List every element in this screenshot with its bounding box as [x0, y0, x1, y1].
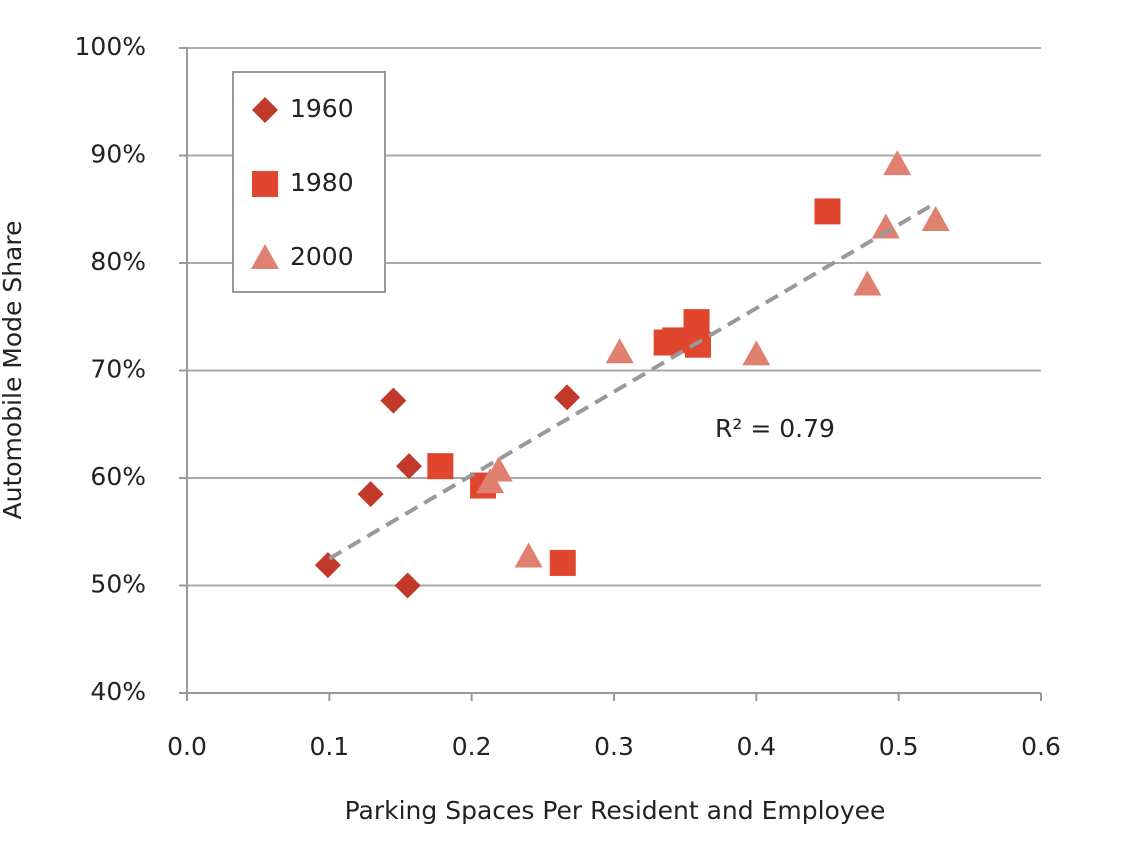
marker-square: [549, 549, 576, 576]
marker-diamond: [380, 387, 407, 414]
marker-diamond: [357, 481, 384, 508]
x-tick-label: 0.3: [594, 732, 634, 761]
marker-triangle: [871, 213, 900, 239]
y-tick-label: 100%: [75, 32, 146, 61]
x-tick-label: 0.0: [167, 732, 207, 761]
trendline: [328, 202, 936, 561]
legend-label: 1960: [290, 94, 354, 123]
marker-triangle: [853, 270, 882, 296]
y-tick-label: 40%: [90, 677, 146, 706]
x-tick-label: 0.5: [879, 732, 919, 761]
marker-diamond: [394, 572, 421, 599]
marker-square: [683, 309, 710, 336]
y-tick-label: 50%: [90, 570, 146, 599]
x-tick-label: 0.4: [736, 732, 776, 761]
marker-diamond: [314, 552, 341, 579]
marker-diamond: [252, 97, 278, 123]
marker-square: [814, 198, 841, 225]
marker-triangle: [742, 340, 771, 366]
marker-triangle: [476, 468, 505, 494]
y-axis-title: Automobile Mode Share: [0, 221, 27, 520]
y-tick-label: 70%: [90, 355, 146, 384]
x-tick-label: 0.1: [309, 732, 349, 761]
y-tick-label: 80%: [90, 247, 146, 276]
marker-triangle: [921, 206, 950, 231]
legend-label: 2000: [290, 242, 354, 271]
legend-label: 1980: [290, 168, 354, 197]
marker-triangle: [514, 542, 543, 568]
marker-triangle: [251, 244, 279, 269]
marker-diamond: [396, 453, 423, 480]
x-tick-label: 0.6: [1021, 732, 1061, 761]
y-tick-label: 60%: [90, 462, 146, 491]
y-tick-label: 90%: [90, 140, 146, 169]
marker-diamond: [554, 384, 581, 411]
marker-triangle: [605, 338, 634, 364]
annotation: R² = 0.79: [715, 414, 835, 443]
marker-triangle: [883, 150, 912, 176]
marker-square: [252, 171, 278, 197]
x-tick-label: 0.2: [452, 732, 492, 761]
marker-square: [427, 453, 454, 480]
x-axis-title: Parking Spaces Per Resident and Employee: [345, 796, 886, 825]
